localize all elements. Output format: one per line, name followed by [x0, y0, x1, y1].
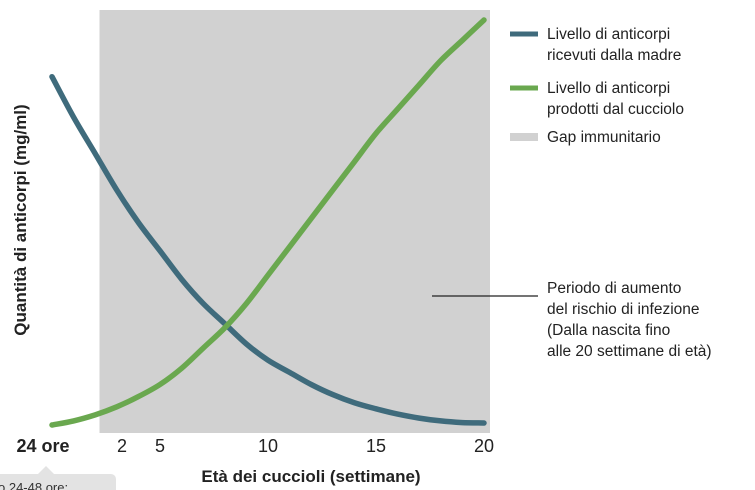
series-layer [49, 17, 487, 428]
series-line-0 [49, 73, 487, 426]
annotation-text: Periodo di aumento del rischio di infezi… [547, 280, 712, 360]
x-tick-label: 10 [258, 436, 278, 456]
x-tick-label: 20 [474, 436, 494, 456]
x-axis-title: Età dei cuccioli (settimane) [201, 467, 420, 486]
risk-annotation: Periodo di aumento del rischio di infezi… [432, 280, 712, 360]
legend-label-mother: Livello di anticorpi ricevuti dalla madr… [547, 26, 681, 64]
callout-pointer [38, 466, 54, 474]
x-tick-label: 15 [366, 436, 386, 456]
legend-label-gap: Gap immunitario [547, 129, 661, 146]
legend-label-puppy: Livello di anticorpi prodotti dal cuccio… [547, 80, 684, 118]
legend: Livello di anticorpi ricevuti dalla madr… [510, 26, 684, 146]
x-tick-label: 24 ore [16, 436, 69, 456]
y-axis-title: Quantità di anticorpi (mg/ml) [11, 104, 30, 335]
x-tick-label: 2 [117, 436, 127, 456]
x-axis-ticks: 24 ore 2 5 10 15 20 [16, 436, 494, 456]
callout-box [0, 474, 116, 490]
callout-tooltip: o 24-48 ore: [0, 466, 116, 490]
callout-text: o 24-48 ore: [0, 480, 68, 490]
x-tick-label: 5 [155, 436, 165, 456]
series-line-1 [49, 17, 487, 428]
